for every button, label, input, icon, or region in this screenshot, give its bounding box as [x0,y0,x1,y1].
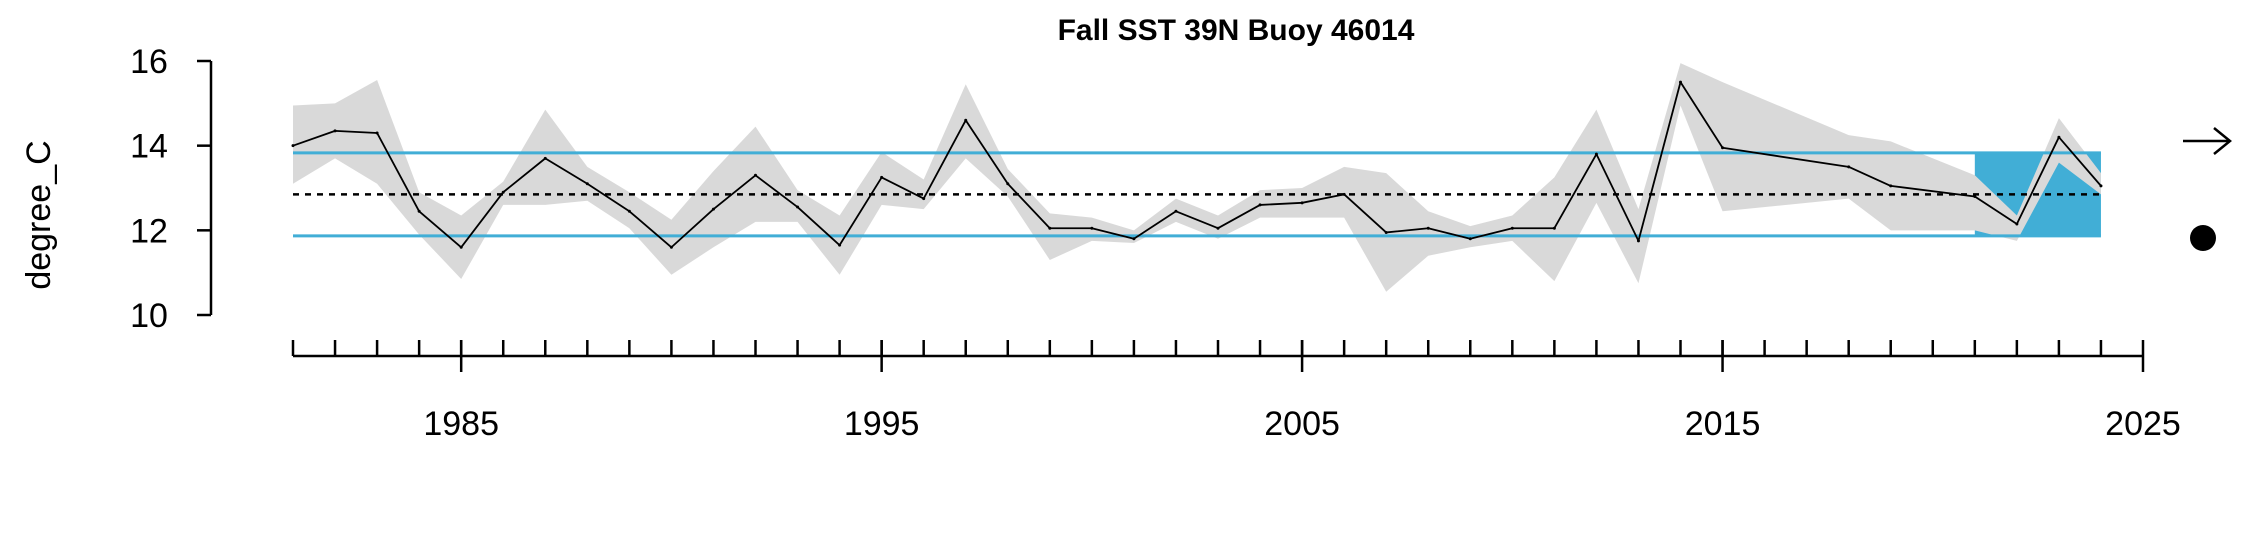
data-point [1721,146,1725,150]
indicators [2183,127,2232,251]
data-point [1889,184,1893,188]
error-band [293,63,2101,292]
data-point [1132,237,1136,241]
x-tick-label: 1985 [423,405,499,443]
data-point [922,197,926,201]
data-point [1342,192,1346,196]
data-point [1090,226,1094,230]
data-point [1048,226,1052,230]
data-point [2015,222,2019,226]
data-point [291,144,295,148]
data-point [838,243,842,247]
y-tick-label: 16 [130,43,168,81]
chart-title: Fall SST 39N Buoy 46014 [1058,14,1415,47]
data-point [1510,226,1514,230]
data-point [1300,201,1304,205]
data-point [627,209,631,213]
x-tick-label: 2015 [1685,405,1761,443]
mean-dot-icon [2190,225,2216,251]
data-point [543,156,547,160]
data-point [459,245,463,249]
data-point [669,245,673,249]
x-tick-label: 2025 [2105,405,2181,443]
plot-area [291,63,2103,292]
data-point [754,173,757,177]
x-tick-label: 1995 [844,405,920,443]
data-point [417,209,421,213]
data-point [333,129,337,133]
y-tick-label: 10 [130,297,168,335]
data-point [1426,226,1430,230]
data-point [2057,135,2061,139]
data-point [1594,152,1598,156]
axes: 10 12 14 16 1985 1995 2005 2015 2025 [130,43,2181,443]
data-point [585,182,589,186]
trend-arrow-head-icon [2213,127,2232,155]
data-point [880,175,884,179]
data-point [1679,80,1682,84]
x-tick-label: 2005 [1264,405,1340,443]
data-point [2099,184,2103,188]
data-point [501,190,505,194]
data-point [1552,226,1556,230]
data-point [1006,182,1010,186]
y-tick-label: 14 [130,128,168,166]
data-point [1636,239,1640,243]
data-point [1973,194,1977,198]
data-point [1847,165,1851,169]
data-point [711,207,715,211]
data-point [1174,209,1178,213]
data-point [964,118,968,122]
data-point [796,205,800,209]
data-point [375,131,379,135]
data-point [1384,230,1388,234]
y-tick-label: 12 [130,212,168,250]
data-point [1216,226,1220,230]
y-axis-title: degree_C [20,140,58,289]
data-point [1258,203,1262,207]
data-point [1468,237,1472,241]
